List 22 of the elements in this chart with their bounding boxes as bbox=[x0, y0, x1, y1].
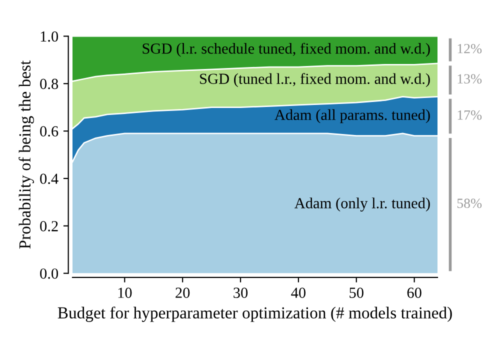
y-tick-label: 0.2 bbox=[40, 221, 58, 232]
x-tick-label: 50 bbox=[350, 288, 364, 298]
x-tick-label: 20 bbox=[176, 288, 190, 298]
x-tick-label: 30 bbox=[234, 288, 248, 298]
series-label: SGD (l.r. schedule tuned, fixed mom. and w.d.) bbox=[142, 42, 430, 57]
y-tick-label: 0.0 bbox=[40, 268, 58, 279]
text: 13% bbox=[458, 74, 482, 84]
x-tick-label: 10 bbox=[118, 288, 132, 298]
series-label: Adam (all params. tuned) bbox=[274, 109, 430, 124]
x-axis-title: Budget for hyperparameter optimization (# models trained) bbox=[58, 306, 452, 322]
y-tick-label: 0.8 bbox=[40, 78, 58, 90]
y-axis-title: Probability of being the best bbox=[18, 60, 34, 249]
text: 58% bbox=[457, 198, 482, 208]
series-label: Adam (only l.r. tuned) bbox=[294, 198, 430, 212]
text: 17% bbox=[458, 110, 482, 120]
x-tick-label: 40 bbox=[291, 288, 306, 298]
x-tick-label: 60 bbox=[407, 288, 422, 298]
y-tick-label: 1.0 bbox=[40, 31, 58, 42]
y-tick-label: 0.6 bbox=[40, 126, 58, 137]
y-tick-label: 0.4 bbox=[40, 174, 58, 184]
text: 12% bbox=[458, 44, 482, 54]
series-label: SGD (tuned l.r., fixed mom. and w.d.) bbox=[200, 73, 430, 88]
